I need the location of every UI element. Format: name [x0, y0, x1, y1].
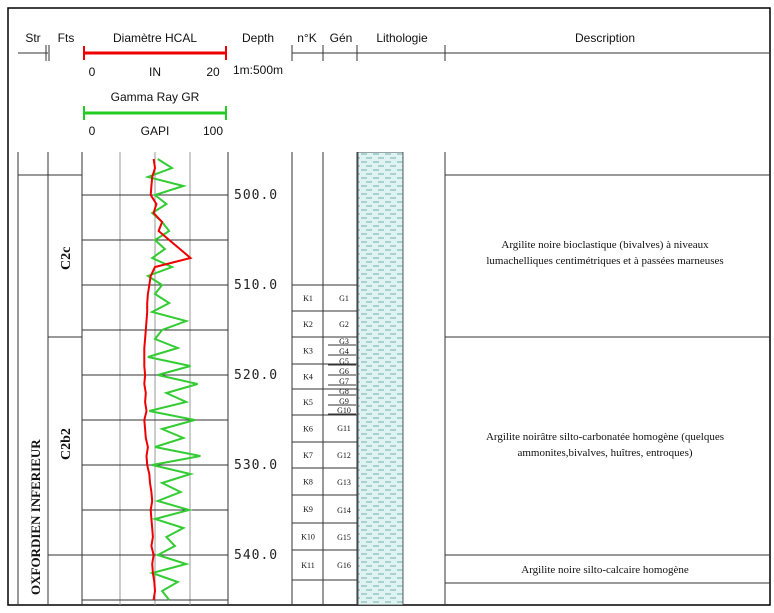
description: Argilite noire bioclastique (bivalves) à…: [501, 239, 709, 251]
g-unit: G5: [339, 357, 349, 366]
k-unit: K2: [303, 320, 313, 329]
g-unit: G6: [339, 367, 349, 376]
depth-label: 540.0: [234, 548, 278, 563]
gr-max: 100: [203, 124, 223, 138]
hcal-max: 20: [206, 65, 220, 79]
gr-min: 0: [89, 124, 96, 138]
k-unit: K11: [301, 561, 314, 570]
col-header: Gén: [330, 31, 353, 45]
log-body: OXFORDIEN INFERIEUR C2c C2b2 500.0 510.0 5…: [17, 152, 770, 605]
g-unit: G16: [337, 561, 351, 570]
hcal-curve: [143, 158, 193, 601]
k-unit: K9: [303, 505, 313, 514]
g-unit: G3: [339, 337, 349, 346]
gr-unit: GAPI: [141, 124, 170, 138]
description: lumachelliques centimétriques et à passé…: [486, 255, 723, 267]
col-header: n°K: [297, 31, 316, 45]
depth-label: 530.0: [234, 458, 278, 473]
g-unit: G4: [339, 347, 349, 356]
g-unit: G1: [339, 294, 349, 303]
g-unit: G7: [339, 377, 349, 386]
col-header: Lithologie: [376, 31, 428, 45]
hcal-min: 0: [89, 65, 96, 79]
g-unit: G13: [337, 478, 351, 487]
k-unit: K7: [303, 451, 313, 460]
col-header: Str: [25, 31, 40, 45]
depth-label: 520.0: [234, 368, 278, 383]
gr-curve: [144, 158, 201, 601]
g-unit: G2: [339, 320, 349, 329]
g-unit: G8: [339, 387, 349, 396]
description: ammonites,bivalves, huîtres, entroques): [517, 447, 692, 459]
col-header: Description: [575, 31, 635, 45]
depth-label: 510.0: [234, 278, 278, 293]
g-unit: G12: [337, 451, 351, 460]
gr-title: Gamma Ray GR: [111, 90, 200, 104]
g-unit: G9: [339, 397, 349, 406]
k-unit: K5: [303, 398, 313, 407]
description: Argilite noire silto-calcaire homogène: [521, 564, 689, 576]
description: Argilite noirâtre silto-carbonatée homog…: [486, 431, 724, 443]
k-unit: K10: [301, 533, 315, 542]
col-header: Depth: [242, 31, 274, 45]
facies: C2b2: [59, 428, 74, 460]
depth-label: 500.0: [234, 188, 278, 203]
k-unit: K8: [303, 478, 313, 487]
col-header: Diamètre HCAL: [113, 31, 197, 45]
facies: C2c: [59, 247, 74, 270]
lithology: [357, 152, 404, 605]
k-unit: K3: [303, 347, 313, 356]
g-unit: G10: [337, 406, 351, 415]
hcal-unit: IN: [149, 65, 161, 79]
scale: 1m:500m: [233, 63, 283, 77]
col-header: Fts: [58, 31, 75, 45]
g-unit: G11: [337, 424, 350, 433]
k-unit: K4: [303, 373, 313, 382]
k-unit: K6: [303, 425, 313, 434]
k-unit: K1: [303, 294, 313, 303]
header: Str Fts Diamètre HCAL Depth n°K Gén Lith…: [18, 31, 770, 138]
g-unit: G14: [337, 506, 351, 515]
g-unit: G15: [337, 533, 351, 542]
stage: OXFORDIEN INFERIEUR: [28, 439, 43, 595]
